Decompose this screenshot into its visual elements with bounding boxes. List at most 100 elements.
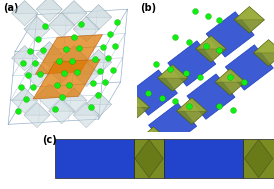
Polygon shape bbox=[24, 17, 50, 42]
Point bbox=[74, 71, 79, 74]
Polygon shape bbox=[49, 12, 75, 25]
Polygon shape bbox=[177, 98, 207, 111]
Polygon shape bbox=[135, 139, 163, 178]
Polygon shape bbox=[24, 17, 50, 29]
Polygon shape bbox=[73, 62, 99, 74]
Polygon shape bbox=[12, 88, 38, 113]
Polygon shape bbox=[85, 50, 112, 62]
Point bbox=[105, 57, 110, 60]
Polygon shape bbox=[12, 46, 38, 58]
Point bbox=[16, 110, 21, 113]
Point bbox=[173, 36, 178, 39]
Point bbox=[55, 84, 59, 87]
Polygon shape bbox=[253, 40, 274, 66]
Point bbox=[168, 67, 172, 70]
Polygon shape bbox=[33, 59, 100, 99]
Polygon shape bbox=[177, 98, 207, 124]
Point bbox=[38, 73, 42, 76]
Point bbox=[159, 96, 164, 99]
Polygon shape bbox=[138, 127, 169, 153]
Polygon shape bbox=[61, 88, 87, 113]
Polygon shape bbox=[215, 69, 245, 95]
Point bbox=[57, 60, 61, 63]
Polygon shape bbox=[73, 17, 99, 29]
Polygon shape bbox=[168, 41, 216, 86]
Point bbox=[154, 62, 158, 65]
Point bbox=[103, 81, 108, 84]
Polygon shape bbox=[36, 0, 62, 22]
Polygon shape bbox=[234, 7, 264, 20]
Point bbox=[231, 108, 235, 111]
Point bbox=[35, 37, 40, 40]
Point bbox=[110, 69, 115, 72]
Point bbox=[67, 83, 72, 86]
Polygon shape bbox=[35, 35, 102, 74]
Point bbox=[173, 99, 178, 102]
Polygon shape bbox=[196, 36, 226, 62]
Point bbox=[26, 74, 30, 77]
Point bbox=[146, 91, 150, 94]
Polygon shape bbox=[85, 92, 112, 105]
Point bbox=[89, 106, 93, 109]
Polygon shape bbox=[158, 65, 188, 78]
Polygon shape bbox=[85, 5, 112, 30]
Point bbox=[187, 41, 191, 44]
Polygon shape bbox=[119, 94, 149, 107]
Polygon shape bbox=[49, 99, 75, 111]
Text: (b): (b) bbox=[140, 3, 156, 13]
Point bbox=[206, 14, 210, 17]
Polygon shape bbox=[12, 1, 38, 13]
Polygon shape bbox=[61, 88, 87, 101]
Polygon shape bbox=[36, 84, 62, 109]
Point bbox=[33, 61, 38, 64]
Point bbox=[242, 81, 246, 84]
Polygon shape bbox=[49, 12, 75, 38]
Polygon shape bbox=[12, 46, 38, 71]
Point bbox=[192, 9, 197, 12]
Point bbox=[228, 75, 232, 78]
Polygon shape bbox=[36, 0, 62, 9]
Point bbox=[184, 71, 189, 74]
Polygon shape bbox=[36, 42, 62, 54]
Point bbox=[41, 49, 45, 52]
Point bbox=[18, 86, 23, 89]
Point bbox=[60, 96, 64, 99]
Point bbox=[115, 21, 119, 24]
Polygon shape bbox=[119, 94, 149, 120]
Polygon shape bbox=[206, 12, 254, 57]
Polygon shape bbox=[61, 46, 87, 58]
Polygon shape bbox=[36, 42, 62, 67]
Point bbox=[31, 85, 35, 88]
Point bbox=[217, 18, 221, 21]
Point bbox=[217, 104, 221, 107]
Polygon shape bbox=[215, 69, 245, 82]
Point bbox=[91, 82, 95, 85]
Polygon shape bbox=[73, 17, 99, 42]
Point bbox=[198, 75, 202, 78]
Polygon shape bbox=[244, 139, 273, 178]
Polygon shape bbox=[24, 102, 50, 115]
Point bbox=[52, 108, 57, 111]
Point bbox=[79, 23, 83, 26]
Point bbox=[69, 59, 74, 62]
Point bbox=[217, 49, 221, 52]
Polygon shape bbox=[85, 5, 112, 17]
Polygon shape bbox=[49, 99, 75, 124]
Point bbox=[28, 50, 32, 53]
Polygon shape bbox=[12, 1, 38, 26]
Text: (a): (a) bbox=[3, 3, 18, 13]
Polygon shape bbox=[73, 102, 99, 128]
Point bbox=[113, 45, 117, 48]
Point bbox=[108, 33, 112, 36]
Point bbox=[187, 104, 191, 107]
Polygon shape bbox=[24, 62, 50, 87]
Polygon shape bbox=[36, 84, 62, 97]
Polygon shape bbox=[225, 45, 273, 90]
Point bbox=[24, 98, 28, 101]
Polygon shape bbox=[73, 62, 99, 87]
Bar bbox=[134, 139, 164, 178]
Point bbox=[93, 58, 98, 61]
Point bbox=[76, 47, 81, 50]
Polygon shape bbox=[61, 1, 87, 13]
Polygon shape bbox=[138, 127, 169, 140]
